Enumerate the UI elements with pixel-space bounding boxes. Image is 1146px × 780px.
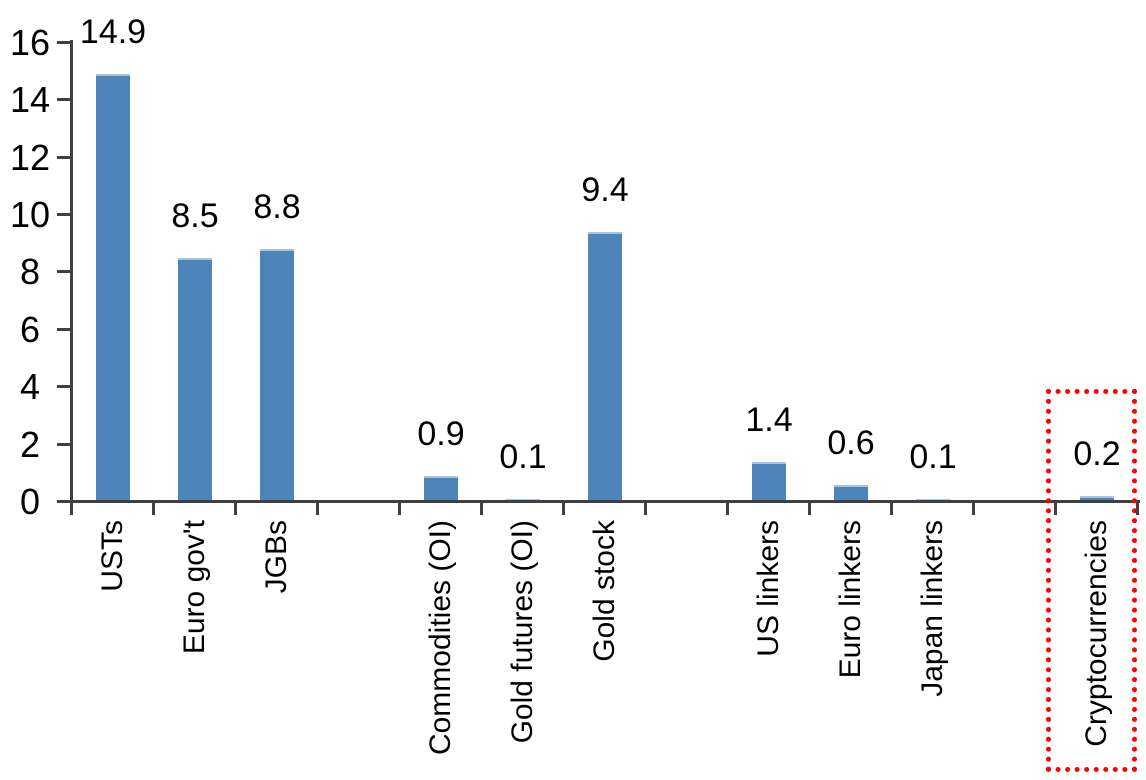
category-label-wrap-commodities-oi: Commodities (OI) [400,520,482,776]
x-axis-tick [480,502,483,515]
x-axis-tick [70,502,73,515]
bar-value-label-cryptocurrencies: 0.2 [1073,435,1121,474]
category-label-us-linkers: US linkers [752,520,785,657]
x-axis-tick [972,502,975,515]
category-label-gold-futures-oi: Gold futures (OI) [506,520,539,744]
bar-commodities-oi [424,476,458,502]
bar-cryptocurrencies [1080,496,1114,502]
category-label-wrap-gold-futures-oi: Gold futures (OI) [482,520,564,776]
bar-euro-gov-t [178,258,212,502]
y-axis-tick [57,213,70,216]
bar-us-linkers [752,461,786,502]
bar-value-label-euro-linkers: 0.6 [827,423,875,462]
category-label-wrap-us-linkers: US linkers [728,520,810,776]
y-axis-tick [57,442,70,446]
x-axis-tick [562,502,565,515]
category-label-jgbs: JGBs [260,520,293,594]
y-axis-tick [57,155,70,159]
bar-value-label-euro-gov-t: 8.5 [171,197,219,236]
y-axis-tick [57,40,70,44]
bar-value-label-jgbs: 8.8 [253,188,301,227]
y-tick-label: 2 [19,423,41,465]
category-label-euro-gov-t: Euro gov't [178,520,211,655]
y-tick-label: 8 [19,251,41,293]
y-tick-label: 14 [9,79,51,121]
category-label-wrap-usts: USTs [72,520,154,776]
x-axis-tick [726,502,729,515]
category-label-usts: USTs [96,520,129,592]
category-label-wrap-jgbs: JGBs [236,520,318,776]
x-axis-tick [808,502,811,515]
x-axis-tick [644,502,647,515]
bar-gold-stock [588,232,622,502]
highlight-box [1046,389,1137,772]
category-label-wrap-japan-linkers: Japan linkers [892,520,974,776]
y-tick-label: 6 [19,308,41,350]
category-label-euro-linkers: Euro linkers [834,520,867,679]
bar-value-label-us-linkers: 1.4 [745,400,793,439]
x-axis-tick [890,502,893,515]
x-axis-line [72,500,1140,503]
y-tick-label: 12 [9,136,51,178]
category-label-gold-stock: Gold stock [588,520,621,662]
x-axis-tick [1136,502,1139,515]
y-axis-tick [57,500,70,503]
x-axis-tick [316,502,319,515]
bar-value-label-commodities-oi: 0.9 [417,415,465,454]
category-label-wrap-gold-stock: Gold stock [564,520,646,776]
category-label-commodities-oi: Commodities (OI) [424,520,457,756]
y-tick-label: 4 [19,366,41,408]
y-axis-line [70,40,73,504]
y-axis-tick [57,98,70,102]
bar-usts [96,74,130,502]
bar-value-label-usts: 14.9 [79,13,147,52]
y-axis-tick [57,327,70,331]
y-tick-label: 0 [19,481,41,522]
category-label-wrap-euro-gov-t: Euro gov't [154,520,236,776]
bar-value-label-gold-stock: 9.4 [581,171,629,210]
category-label-wrap-euro-linkers: Euro linkers [810,520,892,776]
bar-value-label-gold-futures-oi: 0.1 [499,438,547,477]
category-label-japan-linkers: Japan linkers [916,520,949,697]
y-tick-label: 10 [9,194,51,235]
bar-euro-linkers [834,484,868,502]
x-axis-tick [1054,502,1057,515]
y-axis-tick [57,385,70,389]
bar-value-label-japan-linkers: 0.1 [909,438,957,477]
x-axis-tick [152,502,155,515]
y-tick-label: 16 [9,21,51,63]
y-axis-tick [57,270,70,274]
x-axis-tick [234,502,237,515]
x-axis-tick [398,502,401,515]
bar-jgbs [260,249,294,502]
